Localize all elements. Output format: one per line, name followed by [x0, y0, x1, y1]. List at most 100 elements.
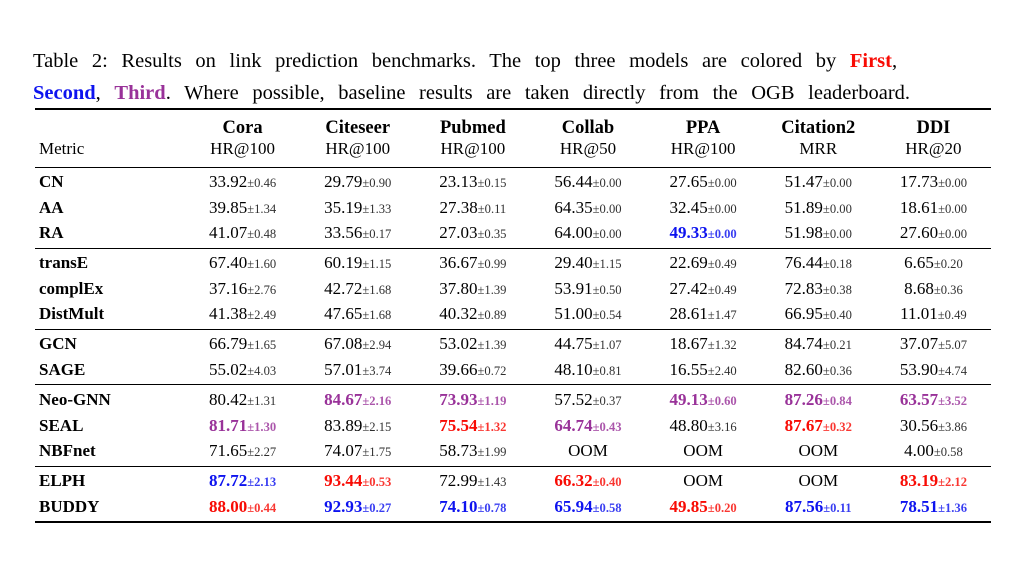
result-stderr: ±0.00 — [938, 176, 968, 191]
result-value: 58.73 — [439, 440, 478, 460]
model-name: ELPH — [35, 465, 185, 495]
result-stderr: ±4.03 — [247, 363, 277, 378]
result-stderr: ±0.50 — [592, 282, 622, 297]
result-value: OOM — [683, 471, 723, 491]
result-value: 53.90 — [899, 359, 939, 379]
column-metric-label: HR@100 — [185, 139, 301, 168]
result-cell: 41.38±2.49 — [185, 302, 300, 330]
column-header-citeseer: Citeseer — [325, 118, 391, 138]
result-cell: 22.69±0.49 — [645, 247, 761, 277]
result-cell: 53.90±4.74 — [876, 357, 991, 385]
model-name: SAGE — [39, 359, 86, 379]
metric-header-spacer — [35, 109, 185, 139]
result-stderr: ±1.33 — [362, 201, 392, 216]
table-row-transe: transE 67.40±1.60 60.19±1.15 36.67±0.99 29.4… — [35, 247, 991, 277]
result-stderr: ±0.00 — [822, 201, 852, 216]
result-cell: 16.55±2.40 — [646, 357, 761, 385]
result-value: 37.16 — [208, 278, 248, 298]
result-stderr: ±5.07 — [938, 338, 968, 353]
model-name: BUDDY — [39, 496, 100, 516]
result-cell: 36.67±0.99 — [415, 247, 531, 277]
result-stderr: ±1.68 — [362, 282, 392, 297]
result-value: 4.00 — [904, 440, 934, 460]
result-stderr: ±0.11 — [477, 201, 507, 216]
result-stderr: ±0.00 — [592, 227, 622, 242]
column-metric-label: HR@20 — [875, 139, 991, 168]
result-stderr: ±0.48 — [247, 227, 277, 242]
result-stderr: ±0.00 — [822, 176, 852, 191]
result-stderr: ±0.00 — [592, 176, 622, 191]
result-cell: 78.51±1.36 — [876, 494, 991, 522]
model-name: DistMult — [39, 304, 105, 324]
model-name: NBFnet — [39, 440, 96, 460]
result-stderr: ±2.76 — [247, 282, 277, 297]
result-cell: 58.73±1.99 — [415, 438, 530, 466]
result-stderr: ±1.30 — [247, 419, 277, 434]
result-stderr: ±0.38 — [822, 282, 852, 297]
caption-second-label: Second — [33, 81, 96, 104]
result-cell: 11.01±0.49 — [876, 302, 991, 330]
caption-first-label: First — [849, 49, 892, 72]
result-stderr: ±1.68 — [362, 308, 392, 323]
result-cell: 73.93±1.19 — [415, 384, 531, 413]
result-value: 37.80 — [439, 278, 478, 298]
result-cell: 60.19±1.15 — [300, 247, 416, 277]
table-row-neo-gnn: Neo-GNN 80.42±1.31 84.67±2.16 73.93±1.19 57.… — [35, 384, 991, 413]
result-stderr: ±2.13 — [247, 475, 277, 490]
result-value: 53.91 — [554, 278, 593, 298]
result-value: 51.89 — [784, 197, 823, 217]
result-value: 27.03 — [439, 223, 478, 243]
result-cell: 33.92±0.46 — [185, 166, 301, 196]
result-cell: 53.02±1.39 — [415, 328, 531, 358]
result-cell: 29.40±1.15 — [530, 247, 646, 277]
result-value: 51.47 — [784, 172, 823, 192]
result-stderr: ±0.36 — [933, 282, 963, 297]
result-cell: 44.75±1.07 — [530, 328, 646, 358]
result-cell: 76.44±0.18 — [760, 247, 876, 277]
result-stderr: ±0.44 — [247, 500, 277, 515]
result-stderr: ±1.31 — [247, 394, 277, 409]
model-name: RA — [39, 223, 64, 243]
result-value: 83.89 — [324, 415, 363, 435]
result-value: 53.02 — [439, 334, 478, 354]
table-row-ra: RA 41.07±0.48 33.56±0.17 27.03±0.35 64.00±0.… — [35, 220, 991, 248]
result-stderr: ±1.47 — [707, 308, 737, 323]
result-stderr: ±0.00 — [822, 227, 852, 242]
result-stderr: ±1.60 — [247, 257, 277, 272]
result-cell: OOM — [646, 438, 761, 466]
result-cell: 66.79±1.65 — [185, 328, 301, 358]
result-cell: 83.19±2.12 — [875, 465, 991, 495]
result-cell: 41.07±0.48 — [185, 220, 300, 248]
result-cell: 74.07±1.75 — [300, 438, 415, 466]
table-row-distmult: DistMult 41.38±2.49 47.65±1.68 40.32±0.89 51… — [35, 302, 991, 330]
result-cell: 37.80±1.39 — [415, 276, 530, 301]
result-cell: 64.74±0.43 — [530, 413, 645, 438]
result-stderr: ±0.32 — [822, 419, 852, 434]
result-stderr: ±2.94 — [362, 338, 392, 353]
result-stderr: ±0.35 — [477, 227, 507, 242]
result-value: 80.42 — [208, 390, 248, 410]
result-cell: 67.08±2.94 — [300, 328, 416, 358]
result-cell: 63.57±3.52 — [875, 384, 991, 413]
result-cell: 49.13±0.60 — [645, 384, 761, 413]
result-stderr: ±0.15 — [477, 176, 507, 191]
table-row-elph: ELPH 87.72±2.13 93.44±0.53 72.99±1.43 66.32±… — [35, 465, 991, 495]
result-cell: 75.54±1.32 — [415, 413, 530, 438]
result-stderr: ±0.00 — [938, 201, 968, 216]
result-value: 16.55 — [669, 359, 708, 379]
model-name: Neo-GNN — [35, 384, 185, 413]
result-value: 93.44 — [324, 471, 363, 491]
result-value: 47.65 — [324, 304, 363, 324]
result-value: 23.13 — [439, 172, 478, 192]
result-cell: 64.35±0.00 — [530, 195, 645, 220]
result-stderr: ±0.18 — [822, 257, 852, 272]
result-stderr: ±0.49 — [937, 308, 967, 323]
result-cell: OOM — [760, 465, 876, 495]
result-cell: OOM — [530, 438, 645, 466]
result-value: 22.69 — [669, 253, 708, 273]
result-value: 39.85 — [208, 197, 248, 217]
column-metric-label: HR@100 — [300, 139, 416, 168]
result-cell: 39.85±1.34 — [185, 195, 300, 220]
result-cell: 51.47±0.00 — [760, 166, 876, 196]
model-name: SEAL — [39, 415, 84, 435]
